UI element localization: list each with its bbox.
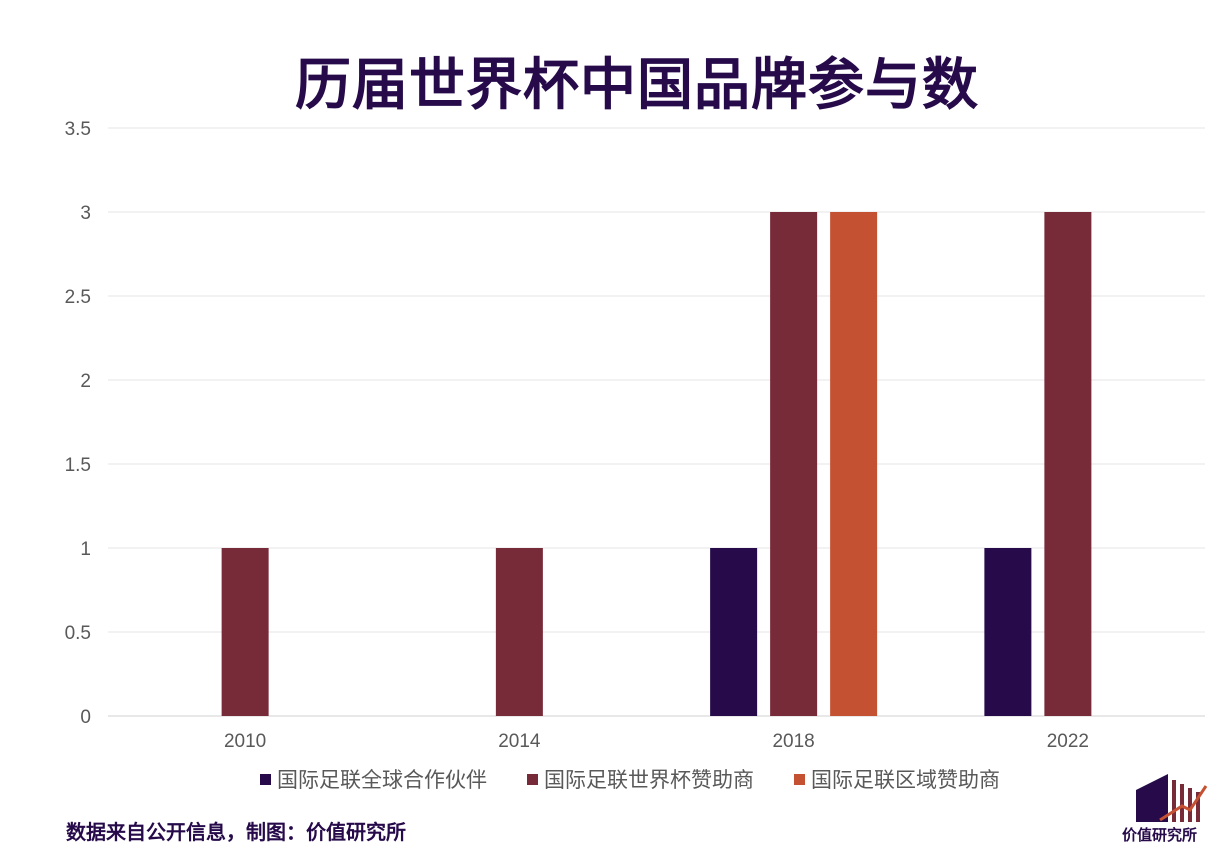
source-note: 数据来自公开信息，制图：价值研究所: [66, 820, 406, 844]
y-tick-label: 3.5: [65, 119, 91, 140]
x-tick-label: 2014: [498, 731, 541, 752]
bar-2022-series-1: [1044, 212, 1092, 716]
legend-swatch: [794, 773, 805, 785]
legend-item-regional-sponsor: 国际足联区域赞助商: [794, 764, 1000, 794]
logo-icon: [1136, 774, 1208, 822]
x-tick-label: 2022: [1047, 731, 1089, 752]
bar-2018-series-2: [830, 212, 878, 716]
bar-2018-series-0: [710, 548, 758, 716]
legend: 国际足联全球合作伙伴 国际足联世界杯赞助商 国际足联区域赞助商: [260, 764, 1000, 794]
bar-chart: 0 0.5 1 1.5 2 2.5 3 3.5 2010 2014 2018 2022: [65, 119, 1205, 752]
y-tick-label: 2: [80, 371, 91, 392]
y-tick-label: 1.5: [65, 455, 91, 476]
chart-title: 历届世界杯中国品牌参与数: [295, 53, 979, 118]
y-tick-label: 0: [80, 707, 91, 728]
bar-2010-series-1: [221, 548, 269, 716]
bar-2018-series-1: [770, 212, 818, 716]
x-axis-tick-labels: 2010 2014 2018 2022: [224, 731, 1089, 752]
x-tick-label: 2010: [224, 731, 266, 752]
legend-item-global-partner: 国际足联全球合作伙伴: [260, 764, 487, 794]
y-tick-label: 2.5: [65, 287, 91, 308]
y-axis-tick-labels: 0 0.5 1 1.5 2 2.5 3 3.5: [65, 119, 91, 728]
legend-label: 国际足联全球合作伙伴: [277, 768, 487, 792]
x-tick-label: 2018: [772, 731, 814, 752]
legend-swatch: [260, 773, 271, 785]
logo-text: 价值研究所: [1122, 826, 1198, 844]
y-tick-label: 1: [80, 539, 91, 560]
gridlines: [108, 127, 1205, 717]
bar-2022-series-0: [984, 548, 1032, 716]
legend-swatch: [527, 773, 538, 785]
bars: [221, 212, 1092, 716]
y-tick-label: 0.5: [65, 623, 91, 644]
legend-label: 国际足联区域赞助商: [811, 768, 1000, 792]
y-tick-label: 3: [80, 203, 91, 224]
legend-label: 国际足联世界杯赞助商: [544, 768, 754, 792]
legend-item-worldcup-sponsor: 国际足联世界杯赞助商: [527, 764, 754, 794]
bar-2014-series-1: [495, 548, 543, 716]
